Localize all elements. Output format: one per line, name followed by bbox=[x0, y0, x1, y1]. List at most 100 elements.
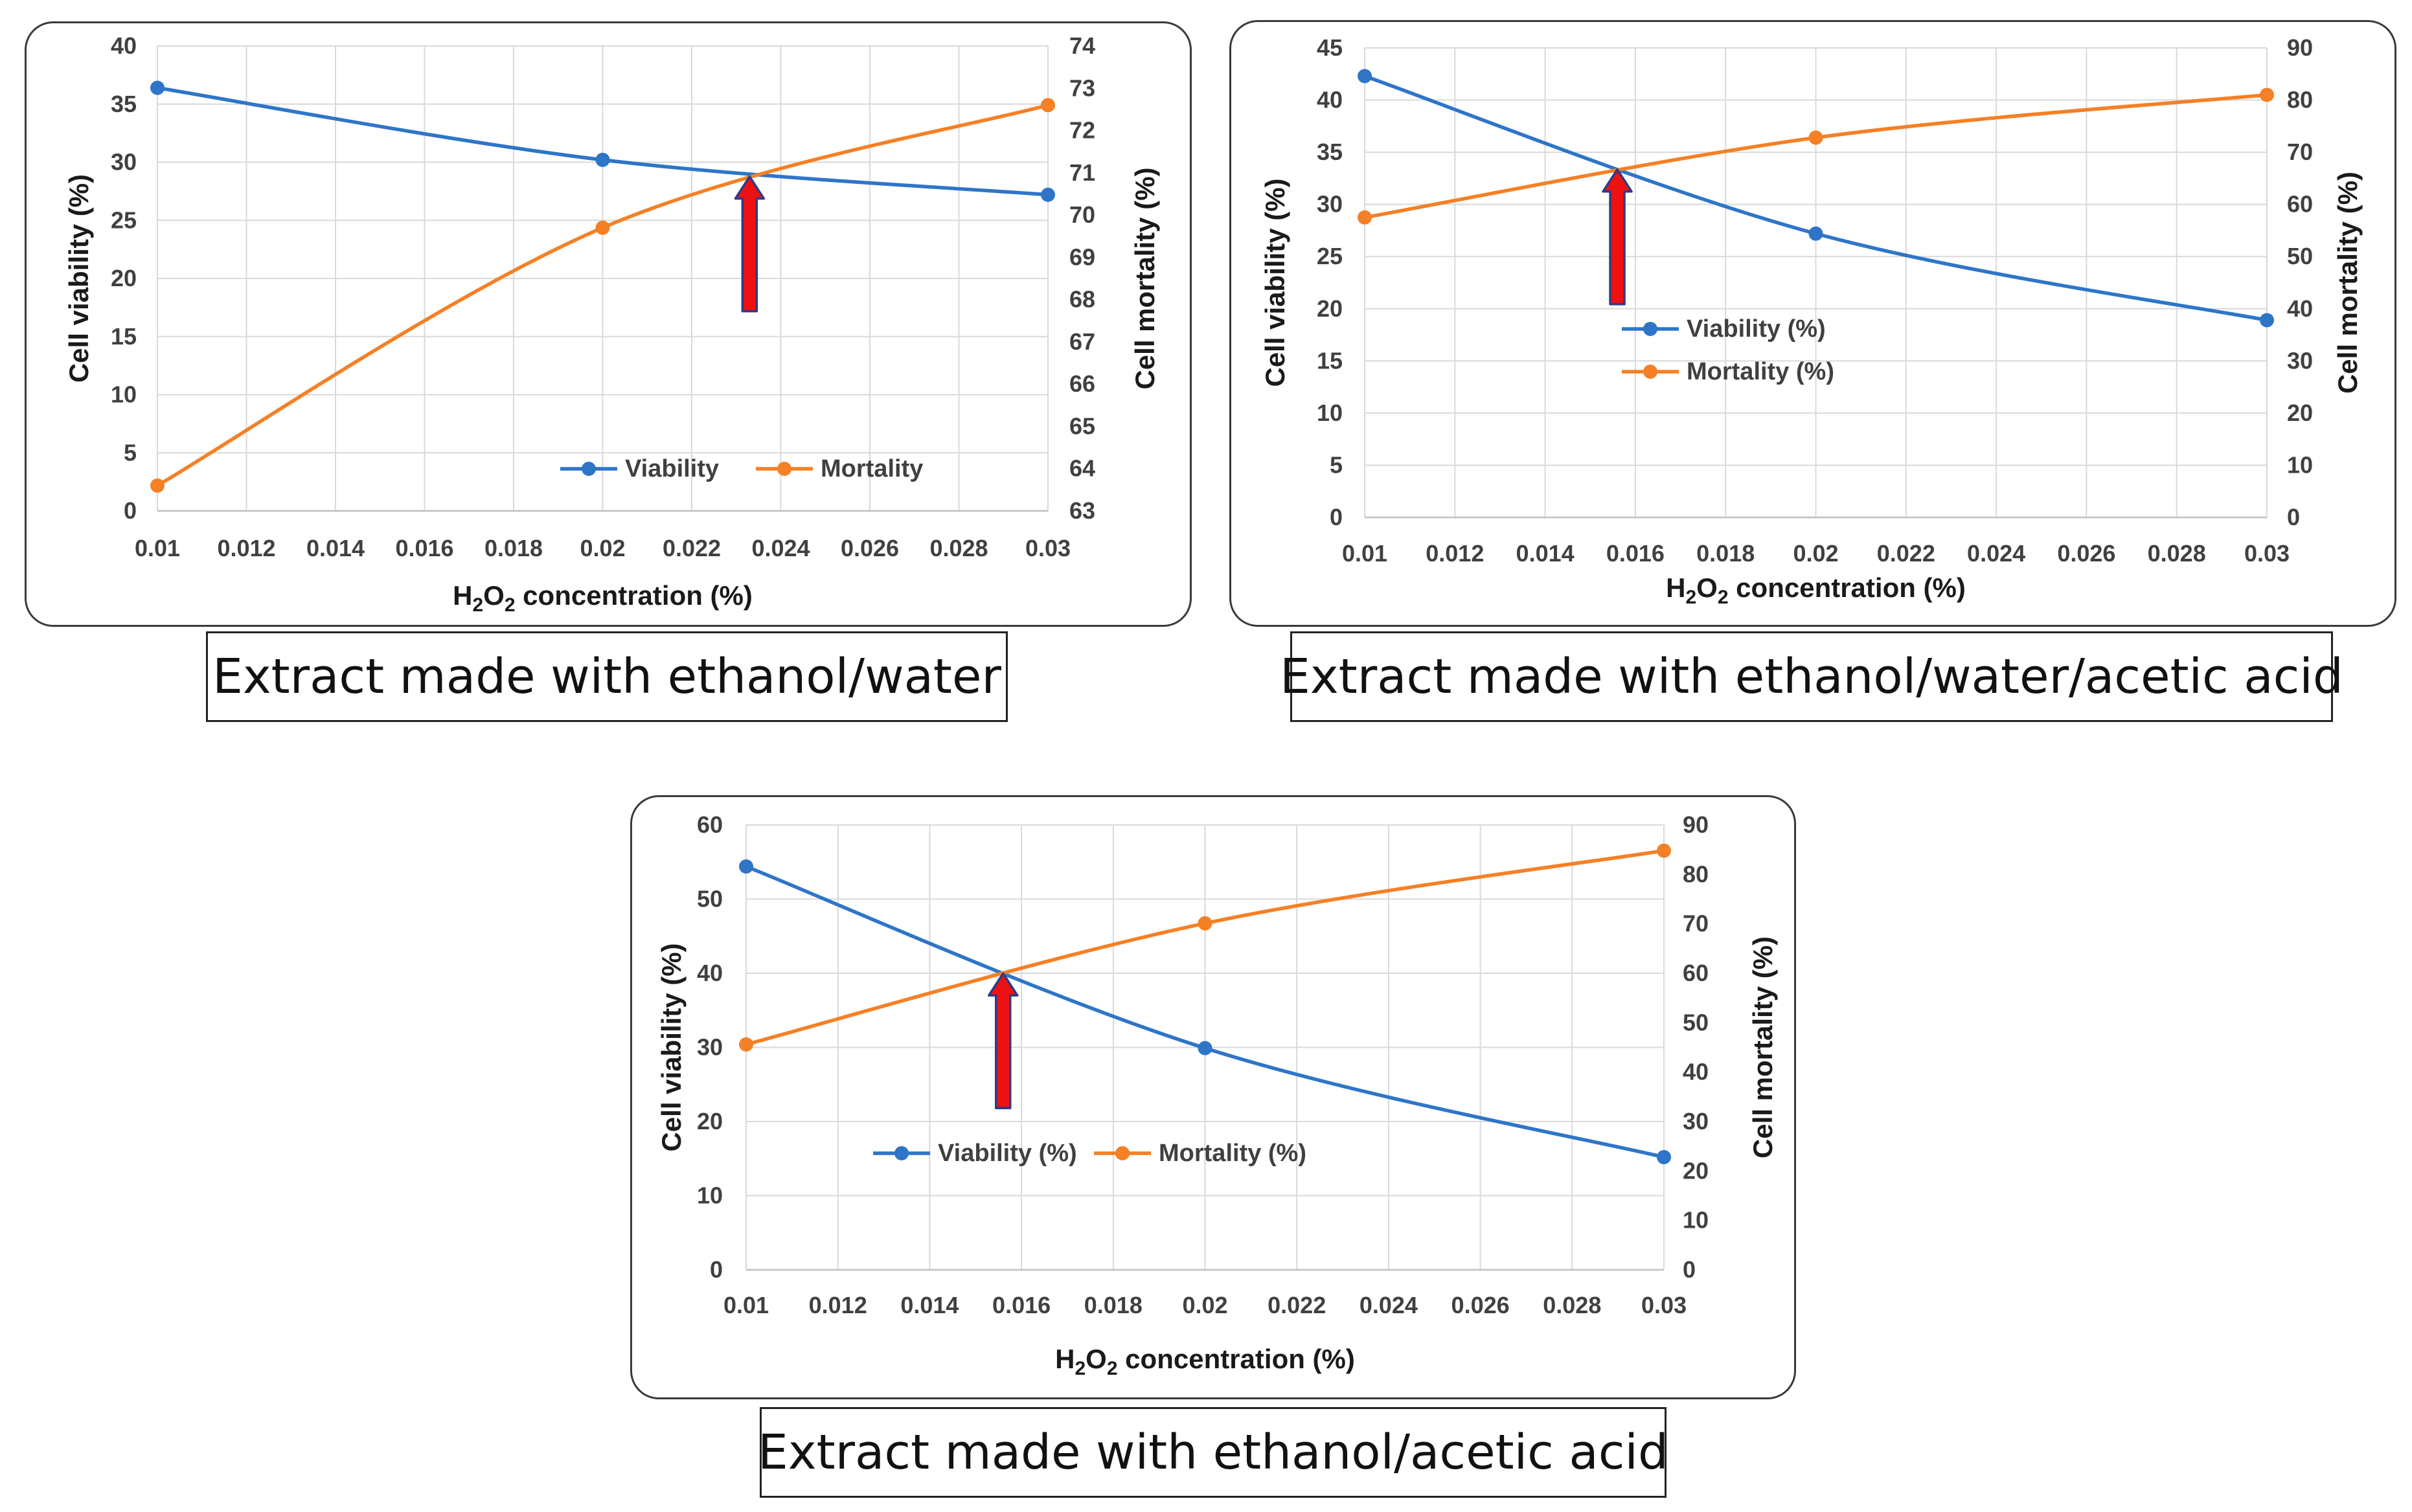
viability-data-point bbox=[595, 152, 610, 167]
x-tick-label: 0.022 bbox=[1877, 540, 1935, 567]
y2-tick-label: 90 bbox=[2287, 34, 2313, 61]
chart-ethanol-acetic: 0.01 0.012 0.014 0.016 0.018 0.02 0.022 0.024 0.… bbox=[656, 811, 1778, 1379]
chart-panel-ethanol-acetic: 0.01 0.012 0.014 0.016 0.018 0.02 0.022 0.024 0.… bbox=[630, 795, 1796, 1399]
chart-panel-ethanol-water-acetic: 0.01 0.012 0.014 0.016 0.018 0.02 0.022 0.024 0.… bbox=[1229, 20, 2396, 627]
intersection-arrow bbox=[734, 175, 766, 313]
y2-tick-label: 30 bbox=[1683, 1108, 1709, 1134]
x-tick-label: 0.022 bbox=[663, 535, 721, 561]
y2-tick-label: 50 bbox=[2287, 243, 2313, 269]
y-tick-label: 35 bbox=[1317, 139, 1343, 165]
intersection-arrow bbox=[1602, 168, 1633, 306]
x-tick-label: 0.03 bbox=[1641, 1292, 1687, 1318]
viability-data-point bbox=[1358, 69, 1372, 84]
y-tick-label: 25 bbox=[1317, 243, 1343, 269]
caption-ethanol-water-acetic: Extract made with ethanol/water/acetic a… bbox=[1280, 631, 2343, 722]
x-tick-label: 0.014 bbox=[306, 535, 365, 561]
y2-tick-label: 66 bbox=[1069, 370, 1095, 397]
y2-tick-label: 80 bbox=[2287, 87, 2313, 113]
y-tick-label: 20 bbox=[697, 1108, 723, 1134]
y-tick-label: 15 bbox=[111, 323, 137, 350]
y-tick-label: 10 bbox=[1317, 400, 1343, 426]
y2-tick-label: 90 bbox=[1683, 811, 1709, 838]
y-tick-label: 10 bbox=[697, 1182, 723, 1209]
x-tick-label: 0.03 bbox=[2244, 540, 2290, 567]
legend-label: Viability (%) bbox=[1687, 315, 1826, 343]
mortality-data-point bbox=[1198, 916, 1212, 931]
viability-data-point bbox=[150, 80, 165, 95]
legend-swatch-marker bbox=[777, 462, 791, 476]
legend-swatch-marker bbox=[1115, 1146, 1130, 1160]
legend-swatch-marker bbox=[1643, 322, 1657, 336]
y-tick-label: 0 bbox=[1330, 504, 1343, 530]
x-tick-label: 0.026 bbox=[2057, 540, 2115, 567]
y2-tick-label: 70 bbox=[1069, 201, 1095, 228]
mortality-data-point bbox=[150, 478, 165, 493]
y-tick-label: 40 bbox=[697, 960, 723, 986]
mortality-data-point bbox=[595, 220, 610, 235]
x-tick-label: 0.018 bbox=[1696, 540, 1755, 567]
x-tick-label: 0.01 bbox=[1342, 540, 1387, 567]
legend-label: Viability bbox=[625, 455, 719, 482]
x-tick-label: 0.026 bbox=[1451, 1292, 1510, 1318]
x-tick-label: 0.014 bbox=[900, 1292, 959, 1318]
x-tick-label: 0.018 bbox=[1084, 1292, 1143, 1318]
y-tick-label: 25 bbox=[111, 207, 137, 233]
y2-tick-label: 64 bbox=[1069, 455, 1095, 482]
caption-ethanol-water: Extract made with ethanol/water bbox=[206, 631, 1008, 722]
mortality-data-point bbox=[2260, 87, 2274, 102]
x-tick-label: 0.02 bbox=[580, 535, 625, 561]
mortality-data-point bbox=[1808, 130, 1823, 145]
x-tick-label: 0.028 bbox=[1543, 1292, 1601, 1318]
x-axis-title: H2O2 concentration (%) bbox=[453, 580, 753, 616]
x-tick-label: 0.016 bbox=[395, 535, 453, 561]
chart-ethanol-water-acetic: 0.01 0.012 0.014 0.016 0.018 0.02 0.022 0.024 0.… bbox=[1260, 34, 2363, 608]
x-tick-label: 0.024 bbox=[1360, 1292, 1418, 1318]
mortality-data-point bbox=[1657, 843, 1671, 858]
legend-label: Mortality (%) bbox=[1159, 1140, 1306, 1167]
y-tick-label: 60 bbox=[697, 811, 723, 838]
chart-ethanol-water: 0.01 0.012 0.014 0.016 0.018 0.02 0.022 0.024 0.… bbox=[63, 32, 1160, 616]
viability-data-point bbox=[739, 859, 753, 874]
y2-tick-label: 63 bbox=[1069, 497, 1095, 524]
y2-tick-label: 10 bbox=[2287, 451, 2313, 478]
y2-tick-label: 30 bbox=[2287, 347, 2313, 374]
x-tick-label: 0.022 bbox=[1268, 1292, 1326, 1318]
x-tick-label: 0.012 bbox=[1426, 540, 1484, 567]
x-tick-label: 0.024 bbox=[1967, 540, 2025, 567]
y2-tick-label: 40 bbox=[2287, 295, 2313, 322]
x-tick-label: 0.012 bbox=[809, 1292, 867, 1318]
y-tick-label: 0 bbox=[710, 1256, 723, 1283]
mortality-data-point bbox=[1358, 210, 1372, 225]
y-axis-title: Cell viability (%) bbox=[656, 943, 687, 1151]
x-tick-label: 0.028 bbox=[929, 535, 988, 561]
y-tick-label: 40 bbox=[1317, 87, 1343, 113]
y2-axis-title: Cell mortality (%) bbox=[2332, 172, 2363, 394]
x-tick-label: 0.01 bbox=[723, 1292, 769, 1318]
y2-tick-label: 10 bbox=[1683, 1207, 1709, 1234]
x-tick-label: 0.014 bbox=[1516, 540, 1575, 567]
legend-swatch-marker bbox=[894, 1146, 909, 1160]
x-axis-title: H2O2 concentration (%) bbox=[1055, 1344, 1355, 1379]
y2-tick-label: 65 bbox=[1069, 412, 1095, 439]
y2-tick-label: 74 bbox=[1069, 32, 1095, 59]
x-axis-title: H2O2 concentration (%) bbox=[1666, 572, 1966, 608]
y2-tick-label: 0 bbox=[2287, 504, 2300, 530]
y2-tick-label: 40 bbox=[1683, 1059, 1709, 1085]
x-tick-label: 0.016 bbox=[992, 1292, 1051, 1318]
y2-tick-label: 71 bbox=[1069, 159, 1095, 186]
legend-label: Mortality (%) bbox=[1687, 358, 1834, 385]
x-tick-label: 0.018 bbox=[484, 535, 543, 561]
x-tick-label: 0.02 bbox=[1182, 1292, 1227, 1318]
x-tick-label: 0.01 bbox=[135, 535, 180, 561]
y-tick-label: 45 bbox=[1317, 34, 1343, 61]
x-tick-label: 0.028 bbox=[2148, 540, 2206, 567]
y-tick-label: 10 bbox=[111, 381, 137, 408]
y-tick-label: 20 bbox=[111, 265, 137, 291]
y2-tick-label: 68 bbox=[1069, 286, 1095, 313]
viability-data-point bbox=[2260, 313, 2274, 328]
viability-data-point bbox=[1198, 1041, 1212, 1055]
legend-swatch-marker bbox=[1643, 365, 1657, 379]
y-tick-label: 30 bbox=[697, 1034, 723, 1061]
y-tick-label: 5 bbox=[1330, 451, 1343, 478]
y2-tick-label: 60 bbox=[2287, 191, 2313, 218]
